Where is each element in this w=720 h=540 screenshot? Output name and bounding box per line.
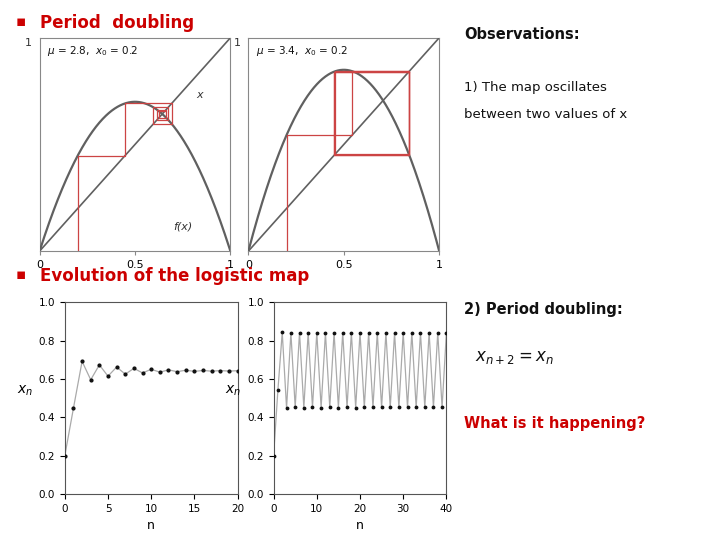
Text: 1: 1 bbox=[234, 38, 240, 48]
Text: 2) Period doubling:: 2) Period doubling: bbox=[464, 302, 623, 318]
Text: ▪: ▪ bbox=[16, 14, 26, 29]
Y-axis label: $x_n$: $x_n$ bbox=[225, 384, 241, 399]
X-axis label: n: n bbox=[356, 519, 364, 532]
Text: $\mu$ = 2.8,  $x_0$ = 0.2: $\mu$ = 2.8, $x_0$ = 0.2 bbox=[48, 44, 138, 58]
Text: What is it happening?: What is it happening? bbox=[464, 416, 646, 431]
Text: Evolution of the logistic map: Evolution of the logistic map bbox=[40, 267, 309, 285]
Text: x: x bbox=[196, 90, 203, 100]
Text: Observations:: Observations: bbox=[464, 27, 580, 42]
Text: 1) The map oscillates: 1) The map oscillates bbox=[464, 81, 607, 94]
Text: $x_{n+2} = x_n$: $x_{n+2} = x_n$ bbox=[475, 348, 554, 366]
Text: ▪: ▪ bbox=[16, 267, 26, 282]
Text: between two values of x: between two values of x bbox=[464, 108, 628, 121]
Text: f(x): f(x) bbox=[173, 222, 192, 232]
Text: $\mu$ = 3.4,  $x_0$ = 0.2: $\mu$ = 3.4, $x_0$ = 0.2 bbox=[256, 44, 348, 58]
X-axis label: n: n bbox=[148, 519, 155, 532]
Text: Period  doubling: Period doubling bbox=[40, 14, 194, 31]
Text: 1: 1 bbox=[25, 38, 32, 48]
Y-axis label: $x_n$: $x_n$ bbox=[17, 384, 32, 399]
